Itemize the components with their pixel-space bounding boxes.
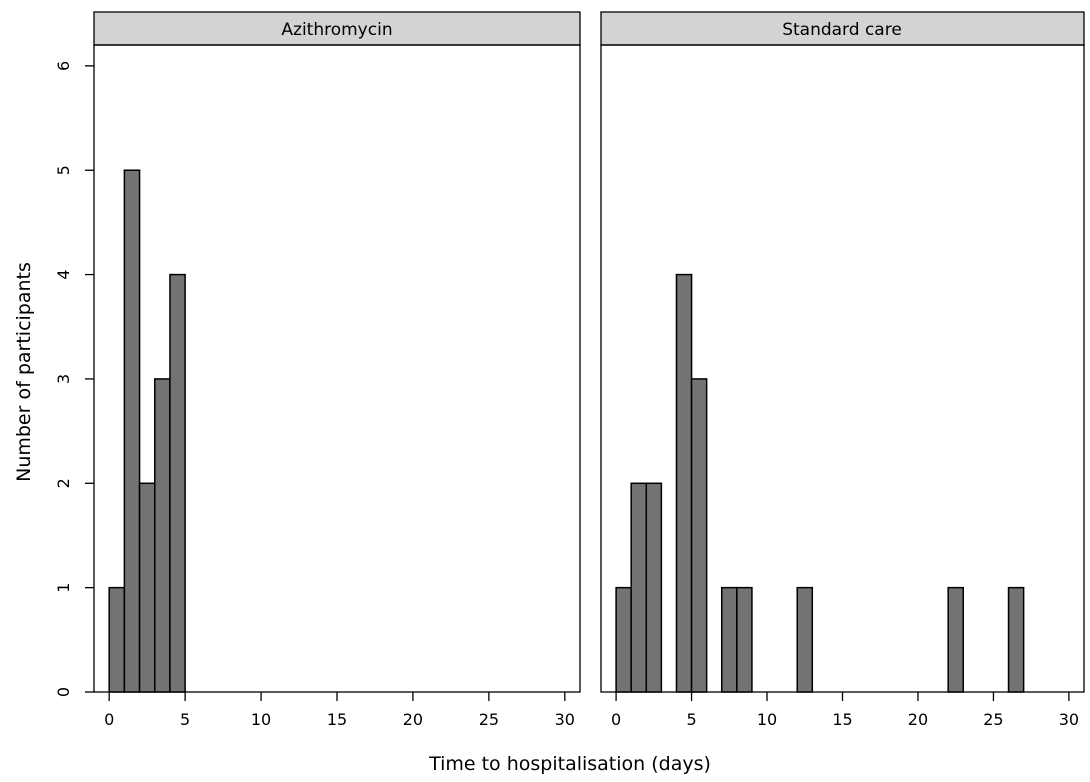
x-tick-label: 15 xyxy=(832,710,852,729)
x-tick-label: 25 xyxy=(479,710,499,729)
bar xyxy=(947,586,964,693)
bar xyxy=(169,273,186,693)
x-tick-label: 30 xyxy=(1059,710,1079,729)
x-tick-label: 5 xyxy=(180,710,190,729)
y-axis: 0 1 2 3 4 5 6 xyxy=(54,61,94,697)
y-tick-label: 3 xyxy=(54,374,73,384)
strip-label-azithromycin: Azithromycin xyxy=(281,20,392,40)
bar xyxy=(796,586,814,693)
bar xyxy=(675,273,693,693)
strip-azithromycin xyxy=(93,11,581,46)
x-axis-title: Time to hospitalisation (days) xyxy=(428,753,711,775)
bar xyxy=(154,378,171,693)
x-axis-standard-care: 0 5 10 15 20 25 30 xyxy=(611,692,1079,729)
x-tick-label: 30 xyxy=(555,710,575,729)
bar xyxy=(123,169,141,693)
strip-standard-care xyxy=(600,11,1085,46)
strip-label-standard-care: Standard care xyxy=(782,20,902,40)
bar xyxy=(645,482,663,693)
x-axis-azithromycin: 0 5 10 15 20 25 30 xyxy=(104,692,575,729)
y-tick-label: 5 xyxy=(54,165,73,175)
bar xyxy=(721,586,738,693)
x-tick-label: 15 xyxy=(327,710,347,729)
y-tick-label: 0 xyxy=(54,687,73,697)
x-tick-label: 5 xyxy=(686,710,696,729)
x-tick-label: 0 xyxy=(611,710,621,729)
x-tick-label: 20 xyxy=(403,710,423,729)
y-axis-title: Number of participants xyxy=(13,262,35,482)
y-tick-label: 6 xyxy=(54,61,73,71)
bar xyxy=(1007,586,1025,693)
x-tick-label: 10 xyxy=(757,710,777,729)
bar xyxy=(630,482,648,693)
y-tick-label: 1 xyxy=(54,583,73,593)
bar xyxy=(108,586,126,693)
bars-standard-care xyxy=(615,273,1025,693)
x-tick-label: 10 xyxy=(251,710,271,729)
bar xyxy=(138,482,156,693)
panel-standard-care: Standard care 0 5 10 15 20 25 30 xyxy=(600,11,1085,729)
bar xyxy=(736,586,753,693)
x-tick-label: 0 xyxy=(104,710,114,729)
y-tick-label: 4 xyxy=(54,269,73,279)
x-tick-label: 25 xyxy=(983,710,1003,729)
bar xyxy=(690,378,708,693)
bars-azithromycin xyxy=(108,169,186,693)
y-tick-label: 2 xyxy=(54,478,73,488)
x-tick-label: 20 xyxy=(908,710,928,729)
panel-azithromycin: Azithromycin 0 5 10 15 20 25 30 0 1 2 3 4 5 6 xyxy=(54,11,581,729)
bar xyxy=(615,586,632,693)
